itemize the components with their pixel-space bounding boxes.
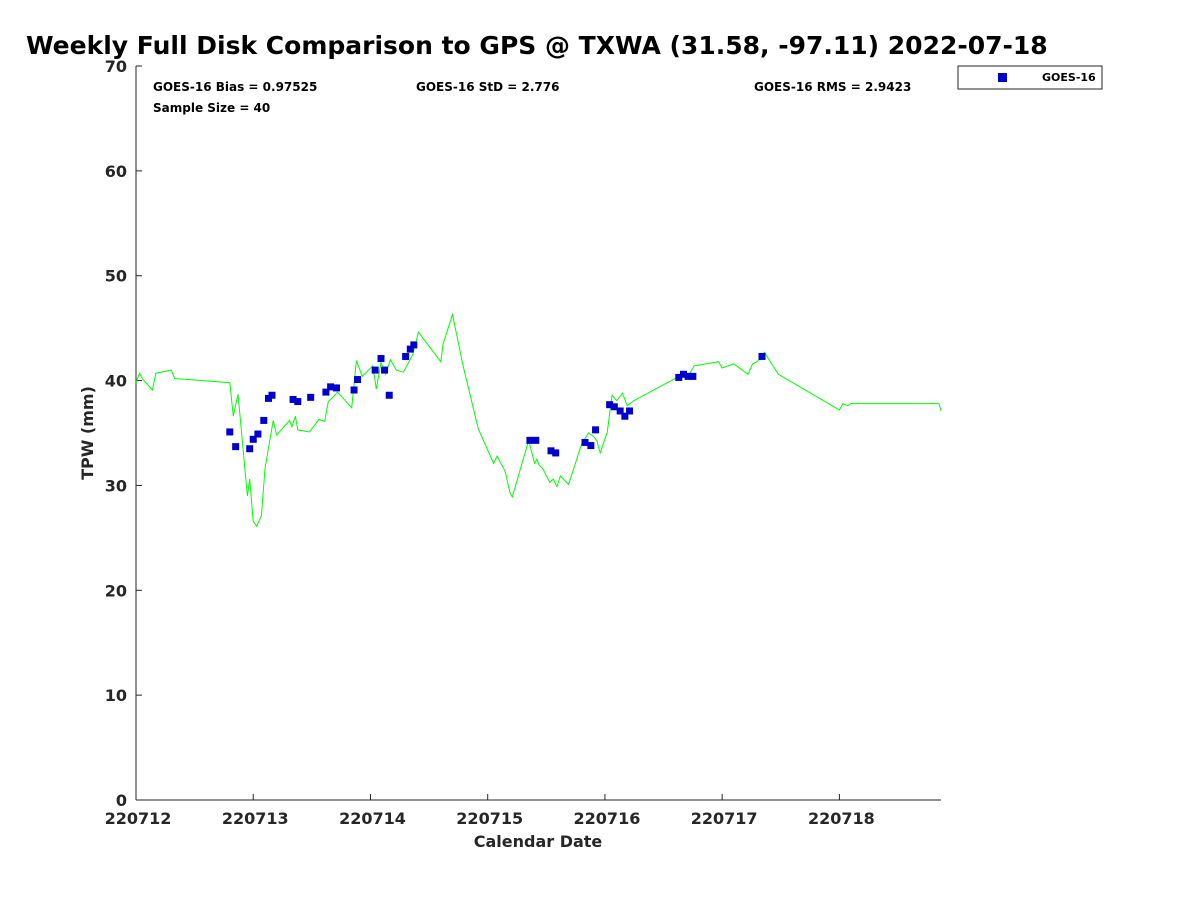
goes16-point (592, 426, 600, 434)
goes16-point (322, 388, 330, 396)
x-tick-label: 220714 (339, 809, 406, 828)
goes16-point (547, 447, 555, 455)
goes16-point (232, 443, 240, 451)
y-tick-label: 0 (116, 791, 127, 810)
goes16-point (406, 345, 414, 353)
goes16-point (371, 366, 379, 374)
goes16-scatter-series (226, 341, 766, 457)
x-ticks: 220712 220713 220714 220715 220716 220717 2207… (105, 794, 875, 828)
goes16-point (410, 341, 418, 349)
x-tick-label: 220715 (456, 809, 523, 828)
gps-line-series (135, 312, 942, 528)
x-tick-label: 220716 (574, 809, 641, 828)
y-axis-label: TPW (mm) (78, 386, 97, 480)
goes16-point (289, 395, 297, 403)
goes16-point (587, 442, 595, 450)
goes16-point (377, 355, 385, 363)
goes16-point (621, 412, 629, 420)
goes16-point (294, 398, 302, 406)
y-tick-label: 10 (105, 686, 127, 705)
gps-tpw-line (135, 312, 942, 528)
goes16-point (552, 449, 560, 457)
goes16-point (307, 393, 315, 401)
goes16-point (758, 352, 766, 360)
goes16-point (268, 391, 276, 399)
rms-stat: GOES-16 RMS = 2.9423 (754, 80, 911, 94)
goes16-point (264, 394, 272, 402)
x-tick-label: 220713 (222, 809, 289, 828)
goes16-point (385, 391, 393, 399)
goes16-point (610, 403, 618, 411)
bias-stat: GOES-16 Bias = 0.97525 (153, 80, 317, 94)
goes16-point (675, 373, 683, 381)
goes16-point (246, 445, 254, 453)
x-tick-label: 220712 (105, 809, 172, 828)
std-stat: GOES-16 StD = 2.776 (416, 80, 559, 94)
goes16-point (526, 436, 534, 444)
y-tick-label: 60 (105, 162, 127, 181)
goes16-point (332, 384, 340, 392)
goes16-point (254, 430, 262, 438)
y-tick-label: 30 (105, 476, 127, 495)
goes16-point (689, 372, 697, 380)
y-tick-label: 40 (105, 372, 127, 391)
x-axis-label: Calendar Date (474, 832, 603, 851)
goes16-point (616, 407, 624, 415)
goes16-point (327, 383, 335, 391)
goes16-point (402, 352, 410, 360)
legend-label-goes16: GOES-16 (1042, 71, 1096, 84)
plot-area: 0 10 20 30 40 50 60 70 220712 220713 220714 220715… (105, 57, 942, 828)
chart-title: Weekly Full Disk Comparison to GPS @ TXW… (26, 31, 1048, 60)
goes16-point (260, 416, 268, 424)
goes16-point (381, 366, 389, 374)
goes16-point (532, 436, 540, 444)
goes16-point (581, 438, 589, 446)
goes16-point (626, 407, 634, 415)
goes16-point (350, 386, 358, 394)
goes16-point (249, 435, 257, 443)
y-ticks: 0 10 20 30 40 50 60 70 (105, 57, 142, 810)
y-tick-label: 70 (105, 57, 127, 76)
goes16-point (679, 370, 687, 378)
y-tick-label: 50 (105, 267, 127, 286)
goes16-point (226, 428, 234, 436)
legend-box (957, 65, 1103, 90)
goes16-point (354, 376, 362, 384)
x-tick-label: 220718 (808, 809, 875, 828)
y-tick-label: 20 (105, 581, 127, 600)
goes16-point (684, 372, 692, 380)
goes16-point (606, 401, 614, 409)
legend-marker-goes16 (998, 73, 1007, 82)
legend: GOES-16 (957, 65, 1103, 90)
x-tick-label: 220717 (691, 809, 758, 828)
sample-size-stat: Sample Size = 40 (153, 101, 270, 115)
